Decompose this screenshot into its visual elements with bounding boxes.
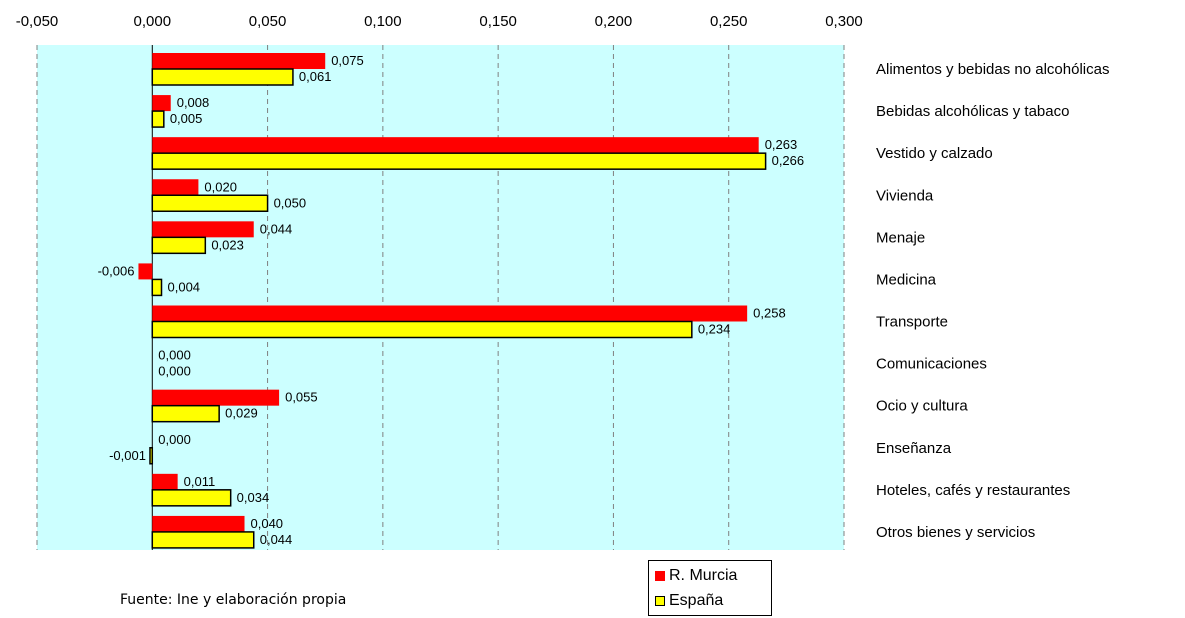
- category-label: Enseñanza: [876, 440, 952, 457]
- category-label: Comunicaciones: [876, 356, 987, 373]
- bar-espana: [151, 404, 220, 423]
- data-label: -0,001: [109, 448, 146, 463]
- legend-item-r-murcia: R. Murcia: [655, 564, 737, 588]
- data-label: 0,258: [753, 306, 786, 321]
- category-label: Vestido y calzado: [876, 145, 993, 162]
- category-label: Ocio y cultura: [876, 398, 968, 415]
- plot-area: [37, 45, 844, 550]
- data-label: -0,006: [98, 263, 135, 278]
- data-label: 0,044: [260, 532, 293, 547]
- bar-r-murcia: [152, 137, 759, 154]
- bar-r-murcia: [138, 263, 153, 280]
- legend-swatch-r-murcia: [655, 571, 665, 581]
- category-label: Otros bienes y servicios: [876, 524, 1035, 541]
- legend-item-espana: España: [655, 589, 723, 613]
- bar-espana: [151, 320, 693, 339]
- category-label: Vivienda: [876, 187, 934, 204]
- data-label: 0,011: [184, 474, 216, 489]
- category-labels: Alimentos y bebidas no alcohólicas Bebida…: [876, 61, 1109, 541]
- data-label: 0,020: [204, 179, 237, 194]
- data-label: 0,000: [158, 364, 191, 379]
- legend-label-r-murcia: R. Murcia: [669, 567, 738, 584]
- gridlines: [36, 45, 845, 550]
- bar-espana: [151, 152, 767, 170]
- bar-espana: [151, 489, 232, 507]
- data-label: 0,040: [251, 516, 284, 531]
- data-label: 0,061: [299, 69, 332, 84]
- data-label: 0,055: [285, 390, 318, 405]
- data-label: 0,263: [765, 137, 798, 152]
- data-label: 0,050: [274, 195, 307, 210]
- bar-r-murcia: [152, 473, 178, 490]
- bar-espana: [151, 531, 255, 549]
- x-tick-label: 0,150: [479, 13, 517, 30]
- legend: R. Murcia España: [648, 560, 772, 616]
- data-label: 0,000: [158, 348, 191, 363]
- data-label: 0,023: [211, 237, 244, 252]
- bar-r-murcia: [152, 95, 171, 112]
- bar-espana: [151, 278, 163, 297]
- bar-espana: [151, 68, 294, 86]
- bars: [138, 53, 767, 549]
- category-label: Medicina: [876, 271, 937, 288]
- bar-r-murcia: [152, 221, 254, 238]
- data-label: 0,234: [698, 322, 731, 337]
- category-label: Transporte: [876, 314, 948, 331]
- legend-swatch-espana: [655, 596, 665, 606]
- bar-espana: [151, 110, 165, 128]
- x-tick-label: -0,050: [16, 13, 59, 30]
- data-label: 0,044: [260, 221, 293, 236]
- data-label: 0,029: [225, 406, 258, 421]
- bar-r-murcia: [152, 305, 748, 322]
- x-tick-label: 0,300: [825, 13, 863, 30]
- category-label: Hoteles, cafés y restaurantes: [876, 482, 1070, 499]
- bar-espana: [151, 194, 269, 212]
- x-tick-label: 0,000: [134, 13, 172, 30]
- legend-label-espana: España: [669, 592, 724, 609]
- category-label: Alimentos y bebidas no alcohólicas: [876, 61, 1109, 78]
- data-label: 0,005: [170, 111, 203, 126]
- x-tick-label: 0,100: [364, 13, 402, 30]
- category-label: Bebidas alcohólicas y tabaco: [876, 103, 1069, 120]
- source-note: Fuente: Ine y elaboración propia: [120, 592, 347, 608]
- data-label: 0,000: [158, 432, 191, 447]
- category-label: Menaje: [876, 229, 925, 246]
- bar-r-murcia: [152, 389, 280, 406]
- x-axis-tick-labels: -0,050 0,000 0,050 0,100 0,150 0,200 0,250 0,30…: [16, 13, 863, 30]
- bar-espana: [149, 447, 154, 465]
- bar-r-murcia: [152, 179, 199, 196]
- x-tick-label: 0,050: [249, 13, 287, 30]
- bar-espana: [151, 236, 207, 255]
- data-label: 0,008: [177, 95, 210, 110]
- data-label: 0,075: [331, 53, 364, 68]
- data-label: 0,034: [237, 490, 270, 505]
- bar-r-murcia: [152, 515, 245, 532]
- data-label: 0,004: [168, 279, 201, 294]
- data-label: 0,266: [772, 153, 805, 168]
- x-tick-label: 0,200: [595, 13, 633, 30]
- x-tick-label: 0,250: [710, 13, 748, 30]
- bar-r-murcia: [152, 53, 326, 69]
